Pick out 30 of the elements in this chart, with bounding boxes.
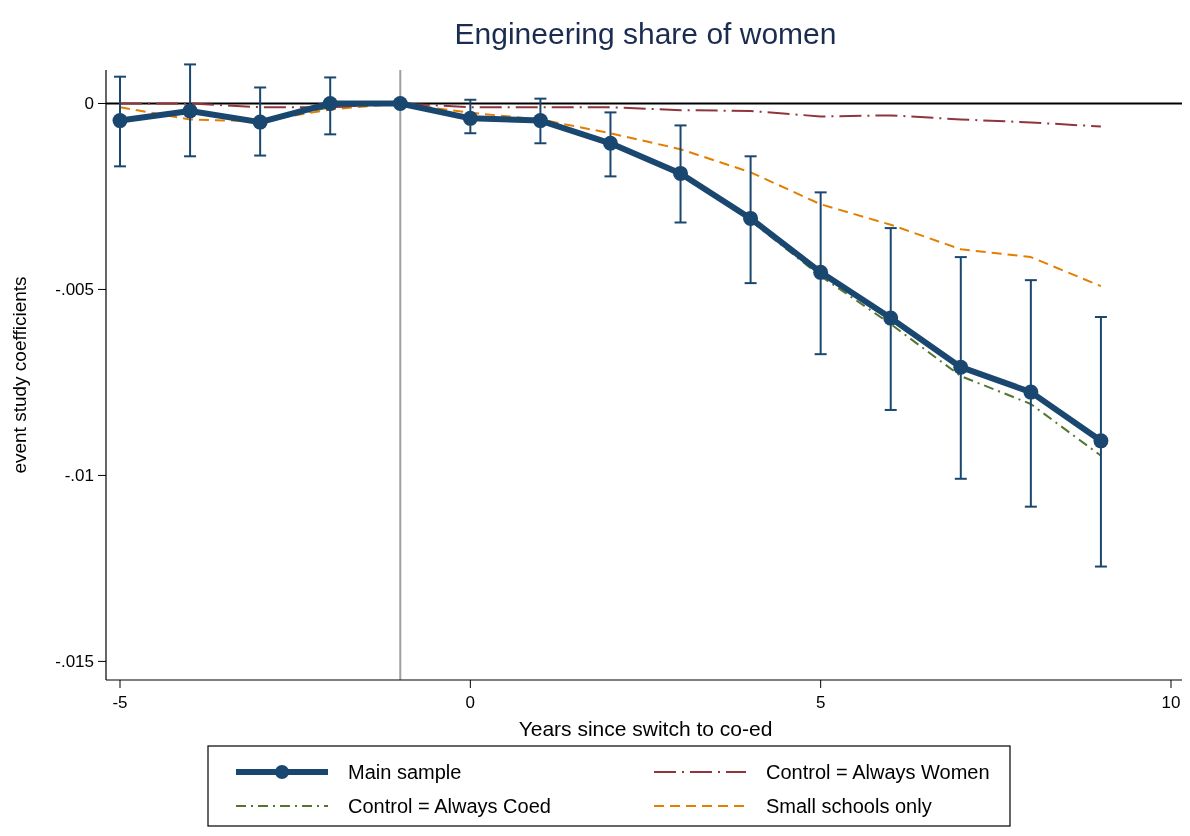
point [673,165,689,181]
point [182,103,198,119]
x-tick-label: -5 [112,693,128,712]
point [322,95,338,111]
legend-label: Small schools only [766,795,932,817]
point [1093,433,1109,449]
point [462,110,478,126]
y-tick-label: 0 [84,94,94,114]
chart-title: Engineering share of women [454,17,837,50]
legend-label: Control = Always Women [766,761,990,783]
x-tick-label: 0 [465,693,476,712]
legend-label: Control = Always Coed [348,795,551,817]
point [112,113,128,129]
point [532,113,548,129]
x-tick-label: 5 [815,693,826,712]
legend-label: Main sample [348,761,462,783]
y-tick-label: -.005 [55,280,94,300]
point [743,210,759,226]
point [392,95,408,111]
x-tick-label: 10 [1161,693,1181,712]
y-tick-label: -.01 [64,466,94,486]
point [1023,384,1039,400]
x-axis-title: Years since switch to co-ed [518,717,773,740]
point [953,359,969,375]
point [602,135,618,151]
point [813,264,829,280]
y-tick-label: -.015 [55,652,94,672]
y-axis-title: event study coefficients [9,276,30,474]
point [883,310,899,326]
point [252,114,268,130]
